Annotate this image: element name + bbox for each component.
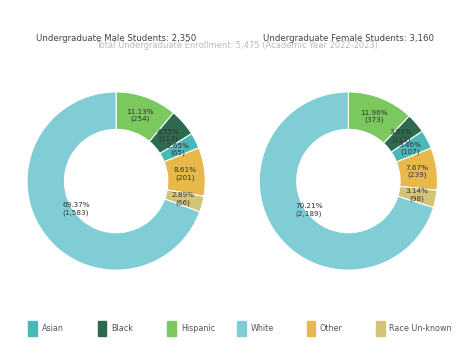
Text: Other: Other <box>320 324 343 333</box>
Text: Undergraduate Female Students: 3,160: Undergraduate Female Students: 3,160 <box>263 34 434 43</box>
Text: 3.14%
(98): 3.14% (98) <box>405 188 428 202</box>
Bar <box>376 321 384 335</box>
Text: Asian: Asian <box>42 324 64 333</box>
Text: Race Un-known: Race Un-known <box>389 324 452 333</box>
Wedge shape <box>27 92 200 270</box>
Text: 70.21%
(2,189): 70.21% (2,189) <box>295 203 323 217</box>
Wedge shape <box>398 186 437 207</box>
Wedge shape <box>391 131 431 162</box>
Wedge shape <box>164 190 204 212</box>
Text: Undergraduate Male Students: 2,350: Undergraduate Male Students: 2,350 <box>36 34 196 43</box>
Wedge shape <box>383 116 422 152</box>
Wedge shape <box>149 113 191 154</box>
Bar <box>237 321 246 335</box>
Text: 4.55%
(113): 4.55% (113) <box>157 129 180 142</box>
Text: White: White <box>250 324 273 333</box>
Text: 11.96%
(373): 11.96% (373) <box>360 110 388 123</box>
Text: 69.37%
(1,583): 69.37% (1,583) <box>62 202 90 216</box>
Text: 2.65%
(65): 2.65% (65) <box>166 143 190 156</box>
Text: 3.46%
(107): 3.46% (107) <box>398 142 421 155</box>
Wedge shape <box>116 92 173 142</box>
Text: 8.61%
(201): 8.61% (201) <box>174 167 197 181</box>
Text: Black: Black <box>111 324 133 333</box>
Text: Hispanic: Hispanic <box>181 324 215 333</box>
Text: 3.59%
(112): 3.59% (112) <box>390 129 413 143</box>
Bar <box>28 321 37 335</box>
Wedge shape <box>396 148 438 190</box>
Text: 7.67%
(239): 7.67% (239) <box>406 165 429 178</box>
Bar <box>98 321 107 335</box>
Bar <box>167 321 176 335</box>
Wedge shape <box>160 134 199 162</box>
Bar <box>307 321 315 335</box>
Wedge shape <box>259 92 434 270</box>
Text: Total Undergraduate Enrollment: 5,475 (Academic Year 2022-2023): Total Undergraduate Enrollment: 5,475 (A… <box>96 41 378 50</box>
Text: 2.89%
(66): 2.89% (66) <box>172 192 195 206</box>
Wedge shape <box>348 92 409 143</box>
Text: Marist College Undergraduate Student Population By Race/Ethnicity: Marist College Undergraduate Student Pop… <box>28 14 446 24</box>
Text: 11.13%
(254): 11.13% (254) <box>126 109 154 122</box>
Wedge shape <box>164 148 205 196</box>
